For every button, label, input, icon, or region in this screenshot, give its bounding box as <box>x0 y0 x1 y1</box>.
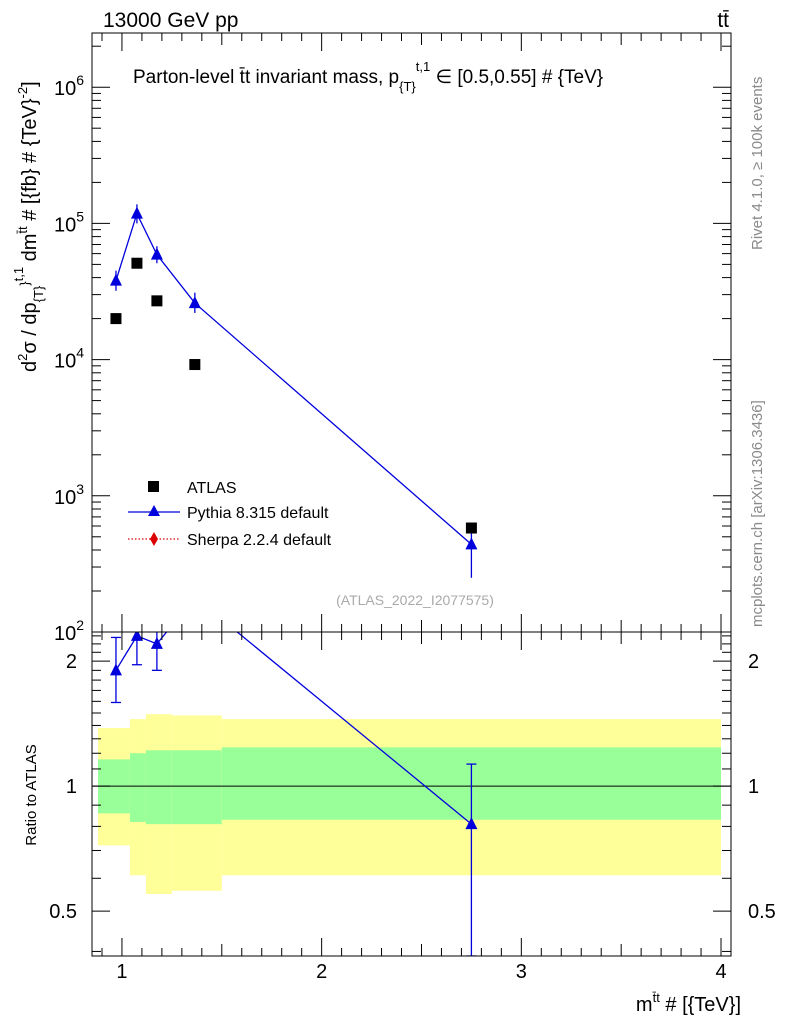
ylabel-b-sup: } <box>17 281 32 286</box>
ratio-y-tick-label-right: 0.5 <box>748 901 776 923</box>
atlas-point <box>131 257 143 269</box>
ratio-y-tick-label-right: 1 <box>748 776 759 798</box>
xlabel-sup: t̄t <box>652 990 660 1005</box>
main-y-tick-label: 106 <box>54 72 84 100</box>
ylabel-f: ] <box>19 81 41 87</box>
ylabel-e: # [{fb} # {TeV} <box>19 98 41 226</box>
ratio-y-label: Ratio to ATLAS <box>23 744 40 845</box>
legend-pythia-label: Pythia 8.315 default <box>187 505 329 522</box>
ratio-panel: 1 2 3 4 0.5 0.5 1 1 2 2 Ratio to ATLAS mt̄t # [{T… <box>23 590 776 1016</box>
main-y-tick-label: 102 <box>54 617 84 645</box>
main-data-layer <box>109 204 478 578</box>
ratio-pythia-point <box>189 590 201 602</box>
x-tick-label: 2 <box>316 961 327 983</box>
pythia-point <box>465 537 478 550</box>
analysis-watermark: (ATLAS_2022_I2077575) <box>336 592 494 608</box>
ylabel-b-sub: {T} <box>31 285 46 302</box>
x-tick-label: 3 <box>516 961 527 983</box>
tick-exponent: 2 <box>76 617 84 633</box>
energy-label: 13000 GeV pp <box>103 9 238 32</box>
tick-exponent: 4 <box>76 345 84 361</box>
ratio-pythia-point <box>130 632 143 641</box>
ratio-y-tick-label-left: 2 <box>66 651 77 673</box>
tick-exponent: 5 <box>76 208 84 224</box>
ylabel-a: d <box>19 361 41 372</box>
ylabel-e-sup: -2 <box>15 87 30 99</box>
atlas-point <box>151 295 163 307</box>
ratio-bands <box>97 714 722 894</box>
ratio-y-tick-label-right: 2 <box>748 651 759 673</box>
ratio-inner-band <box>145 750 172 825</box>
legend: ATLAS Pythia 8.315 default Sherpa 2.2.4 … <box>128 480 332 549</box>
tick-exponent: 3 <box>76 481 84 497</box>
x-tick-label: 4 <box>715 961 726 983</box>
ratio-frame <box>91 631 732 957</box>
ylabel-b: σ / dp <box>19 302 41 353</box>
main-y-tick-label: 103 <box>54 481 84 509</box>
ratio-y-tick-label-left: 1 <box>66 776 77 798</box>
legend-sherpa-marker <box>150 532 158 546</box>
ratio-y-tick-label-left: 0.5 <box>49 901 77 923</box>
ratio-pythia-point <box>150 636 163 649</box>
title-sub: {T} <box>399 79 416 94</box>
atlas-point <box>189 359 201 371</box>
ratio-inner-band <box>129 753 146 822</box>
tick-base: 10 <box>54 351 76 373</box>
ylabel-c: t,1 <box>11 267 26 281</box>
atlas-point <box>465 522 477 534</box>
tick-exponent: 6 <box>76 72 84 88</box>
pythia-line <box>115 211 472 545</box>
main-y-tick-label: 105 <box>54 208 84 236</box>
tick-base: 10 <box>54 623 76 645</box>
xlabel-tail: # [{TeV}] <box>660 994 741 1016</box>
rivet-label: Rivet 4.1.0, ≥ 100k events <box>749 77 766 250</box>
title-main: Parton-level t̄t invariant mass, p <box>133 67 399 88</box>
main-ticks <box>92 33 731 633</box>
legend-sherpa-label: Sherpa 2.2.4 default <box>187 532 332 549</box>
title-sup: t,1 <box>416 59 430 74</box>
pythia-point <box>109 273 122 286</box>
atlas-point <box>110 313 122 325</box>
ylabel-d-sup: t̄t <box>15 226 30 234</box>
mcplots-label: mcplots.cern.ch [arXiv:1306.3436] <box>749 400 766 627</box>
ratio-pythia-point <box>109 663 122 676</box>
ratio-data-layer <box>109 590 478 956</box>
legend-atlas-label: ATLAS <box>187 480 237 497</box>
ratio-tick-labels: 1 2 3 4 0.5 0.5 1 1 2 2 <box>49 651 776 983</box>
tick-base: 10 <box>54 487 76 509</box>
main-y-label: d2σ / dp{T}}t,1 dmt̄t # [{fb} # {TeV}-2] <box>11 81 46 372</box>
legend-atlas-marker <box>148 481 159 492</box>
title-tail: ∈ [0.5,0.55] # {TeV} <box>430 67 603 88</box>
ylabel-a-sup: 2 <box>15 354 30 361</box>
legend-pythia-marker <box>148 505 160 516</box>
main-y-tick-label: 104 <box>54 345 84 373</box>
process-label: tt̄ <box>717 9 729 32</box>
pythia-point <box>130 206 143 219</box>
ratio-inner-band <box>171 750 222 825</box>
ratio-ticks <box>92 632 731 956</box>
tick-base: 10 <box>54 78 76 100</box>
xlabel-main: m <box>636 994 653 1016</box>
ratio-pythia-point <box>465 817 478 830</box>
x-tick-label: 1 <box>116 961 127 983</box>
tick-base: 10 <box>54 214 76 236</box>
pythia-point <box>150 247 163 260</box>
x-axis-label: mt̄t # [{TeV}] <box>636 990 741 1016</box>
pythia-point <box>188 296 201 309</box>
main-title: Parton-level t̄t invariant mass, p{T}t,1… <box>133 59 603 94</box>
ylabel-d: dm <box>19 234 41 267</box>
